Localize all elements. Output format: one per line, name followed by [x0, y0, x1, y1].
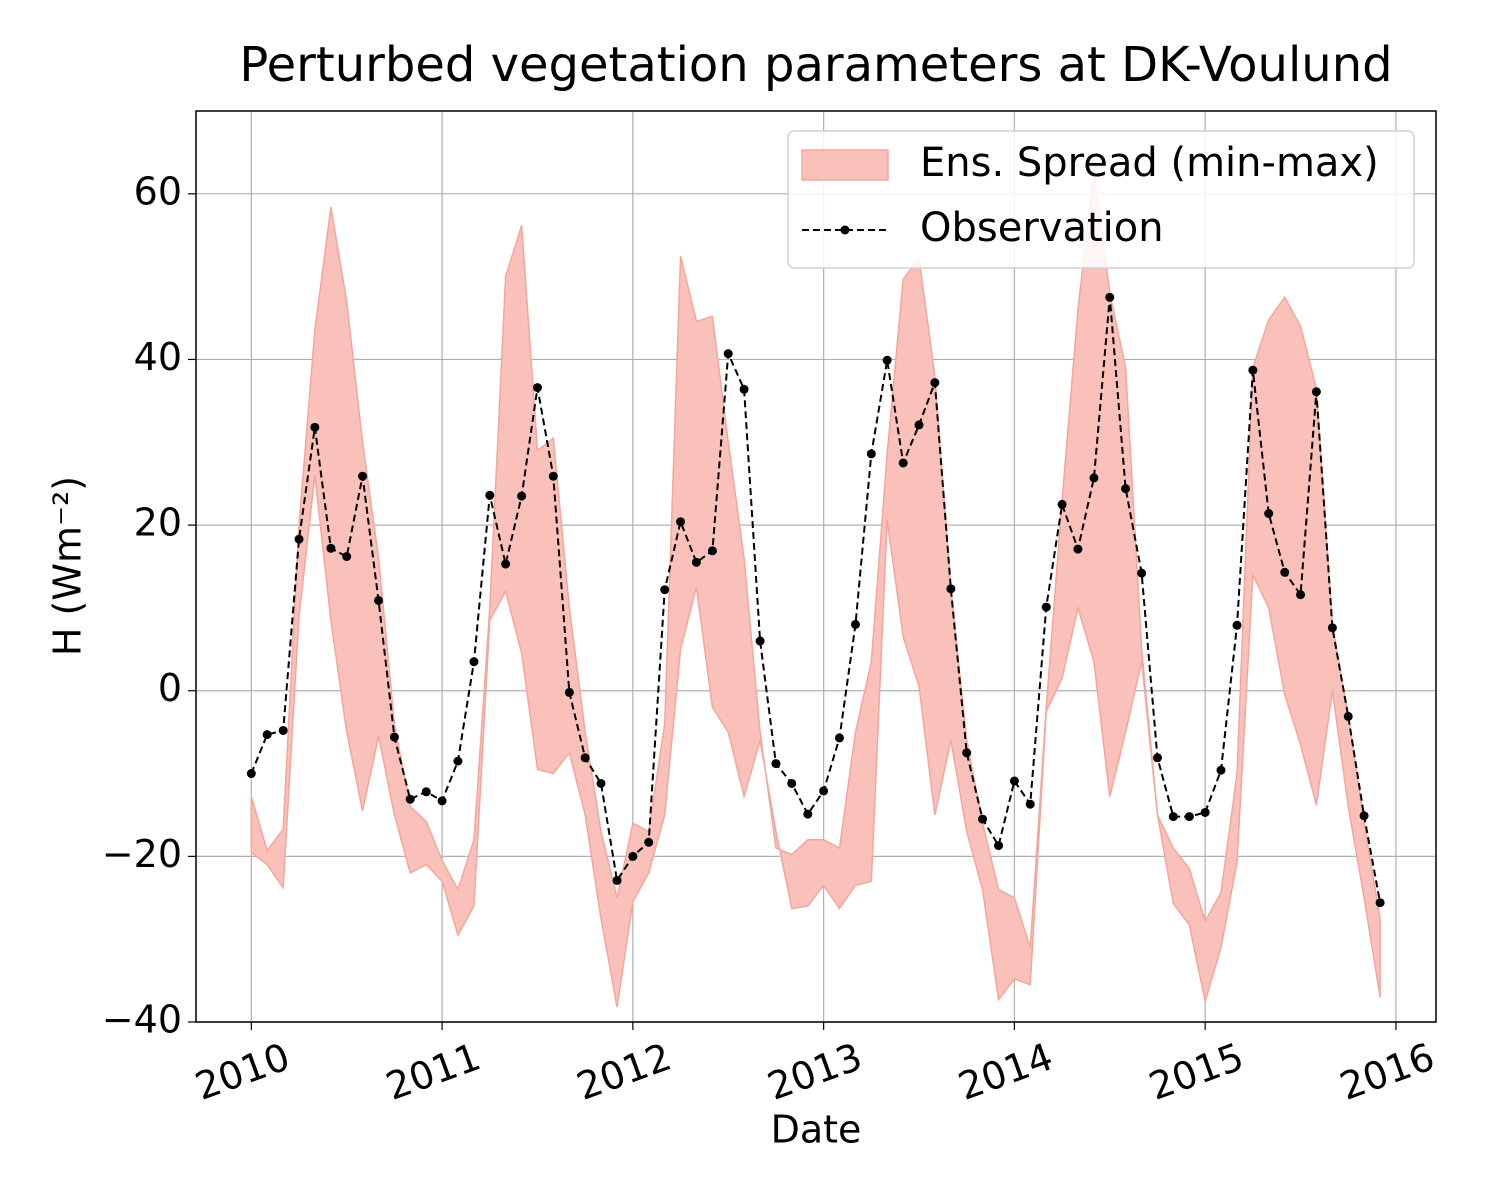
observation-marker	[834, 733, 844, 743]
observation-marker	[246, 769, 256, 779]
observation-marker	[596, 778, 606, 788]
observation-marker	[1152, 753, 1162, 763]
observation-marker	[1025, 799, 1035, 809]
observation-marker	[819, 786, 829, 796]
observation-marker	[469, 657, 479, 667]
y-axis-label: H (Wm⁻²)	[46, 476, 90, 656]
observation-marker	[532, 383, 542, 393]
y-tick-label: 20	[134, 501, 182, 545]
observation-marker	[660, 585, 670, 595]
y-tick-label: 60	[134, 169, 182, 213]
legend-label: Observation	[920, 205, 1164, 251]
observation-marker	[1296, 590, 1306, 600]
observation-marker	[914, 420, 924, 430]
observation-marker	[644, 837, 654, 847]
observation-marker	[405, 794, 415, 804]
observation-marker	[1232, 620, 1242, 630]
observation-marker	[1184, 812, 1194, 822]
legend-swatch	[801, 149, 889, 181]
observation-marker	[739, 384, 749, 394]
observation-marker	[1327, 623, 1337, 633]
x-axis-label: Date	[771, 1108, 862, 1152]
observation-marker	[1264, 508, 1274, 518]
observation-marker	[882, 355, 892, 365]
observation-marker	[1121, 484, 1131, 494]
observation-marker	[389, 732, 399, 742]
ensemble-band	[250, 168, 1381, 1008]
observation-marker	[453, 756, 463, 766]
observation-marker	[1343, 711, 1353, 721]
observation-marker	[676, 517, 686, 527]
observation-marker	[1073, 544, 1083, 554]
observation-marker	[755, 636, 765, 646]
y-tick-label: 0	[158, 666, 182, 710]
observation-marker	[374, 595, 384, 605]
observation-marker	[564, 687, 574, 697]
observation-marker	[437, 796, 447, 806]
observation-marker	[707, 546, 717, 556]
y-tick-label: 40	[134, 335, 182, 379]
observation-marker	[294, 534, 304, 544]
plot-frame	[195, 110, 1437, 1023]
observation-marker	[628, 851, 638, 861]
observation-marker	[517, 491, 527, 501]
observation-marker	[978, 814, 988, 824]
observation-marker	[1280, 567, 1290, 577]
observation-marker	[262, 730, 272, 740]
chart-title: Perturbed vegetation parameters at DK-Vo…	[239, 37, 1392, 93]
observation-marker	[342, 552, 352, 562]
observation-marker	[548, 471, 558, 481]
observation-marker	[946, 584, 956, 594]
observation-marker	[1137, 568, 1147, 578]
observation-marker	[723, 349, 733, 359]
observation-marker	[501, 559, 511, 569]
observation-marker	[1089, 473, 1099, 483]
observation-marker	[962, 748, 972, 758]
observation-marker	[1248, 365, 1258, 375]
observation-marker	[612, 875, 622, 885]
observation-marker	[310, 422, 320, 432]
observation-marker	[1168, 812, 1178, 822]
legend-marker	[840, 225, 850, 235]
y-tick-label: −20	[102, 832, 182, 876]
observation-marker	[1200, 807, 1210, 817]
observation-marker	[1359, 811, 1369, 821]
observation-marker	[866, 449, 876, 459]
observation-marker	[994, 841, 1004, 851]
observation-marker	[1311, 387, 1321, 397]
observation-marker	[1216, 765, 1226, 775]
observation-marker	[850, 619, 860, 629]
observation-marker	[930, 378, 940, 388]
observation-marker	[1041, 602, 1051, 612]
legend-box	[787, 130, 1415, 269]
observation-marker	[358, 471, 368, 481]
observation-marker	[898, 458, 908, 468]
observation-marker	[326, 543, 336, 553]
observation-marker	[803, 809, 813, 819]
observation-marker	[1057, 499, 1067, 509]
legend: Ens. Spread (min-max) Observation	[787, 130, 1415, 269]
observation-marker	[691, 557, 701, 567]
observation-marker	[771, 759, 781, 769]
observation-marker	[421, 787, 431, 797]
observation-marker	[1105, 292, 1115, 302]
y-tick-label: −40	[102, 998, 182, 1042]
observation-marker	[1009, 776, 1019, 786]
legend-label: Ens. Spread (min-max)	[920, 140, 1379, 186]
observation-marker	[1375, 898, 1385, 908]
observation-marker	[580, 753, 590, 763]
observation-marker	[485, 490, 495, 500]
observation-marker	[787, 778, 797, 788]
observation-marker	[278, 725, 288, 735]
